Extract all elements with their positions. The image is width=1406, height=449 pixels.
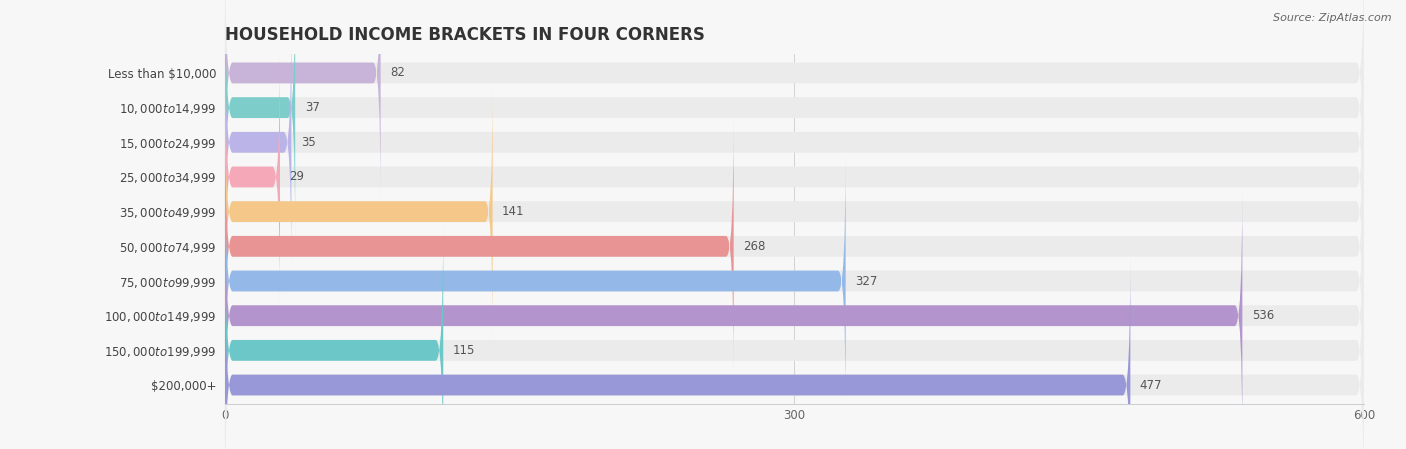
FancyBboxPatch shape: [225, 14, 291, 271]
FancyBboxPatch shape: [225, 14, 1364, 271]
FancyBboxPatch shape: [225, 118, 734, 374]
FancyBboxPatch shape: [225, 153, 1364, 409]
FancyBboxPatch shape: [225, 48, 1364, 305]
FancyBboxPatch shape: [225, 0, 381, 201]
FancyBboxPatch shape: [225, 222, 443, 449]
FancyBboxPatch shape: [225, 84, 492, 340]
FancyBboxPatch shape: [225, 0, 295, 236]
FancyBboxPatch shape: [225, 118, 1364, 374]
FancyBboxPatch shape: [225, 84, 1364, 340]
FancyBboxPatch shape: [225, 222, 1364, 449]
Text: 115: 115: [453, 344, 475, 357]
FancyBboxPatch shape: [225, 187, 1243, 444]
Text: Source: ZipAtlas.com: Source: ZipAtlas.com: [1274, 13, 1392, 23]
Text: 141: 141: [502, 205, 524, 218]
Text: 37: 37: [305, 101, 319, 114]
Text: 327: 327: [855, 274, 877, 287]
FancyBboxPatch shape: [225, 257, 1130, 449]
Text: 268: 268: [744, 240, 765, 253]
Text: HOUSEHOLD INCOME BRACKETS IN FOUR CORNERS: HOUSEHOLD INCOME BRACKETS IN FOUR CORNER…: [225, 26, 704, 44]
FancyBboxPatch shape: [225, 257, 1364, 449]
Text: 35: 35: [301, 136, 315, 149]
FancyBboxPatch shape: [225, 187, 1364, 444]
FancyBboxPatch shape: [225, 0, 1364, 236]
FancyBboxPatch shape: [225, 0, 1364, 201]
Text: 29: 29: [290, 171, 305, 184]
Text: 82: 82: [389, 66, 405, 79]
FancyBboxPatch shape: [225, 48, 280, 305]
Text: 477: 477: [1140, 379, 1163, 392]
Text: 536: 536: [1251, 309, 1274, 322]
FancyBboxPatch shape: [225, 153, 845, 409]
